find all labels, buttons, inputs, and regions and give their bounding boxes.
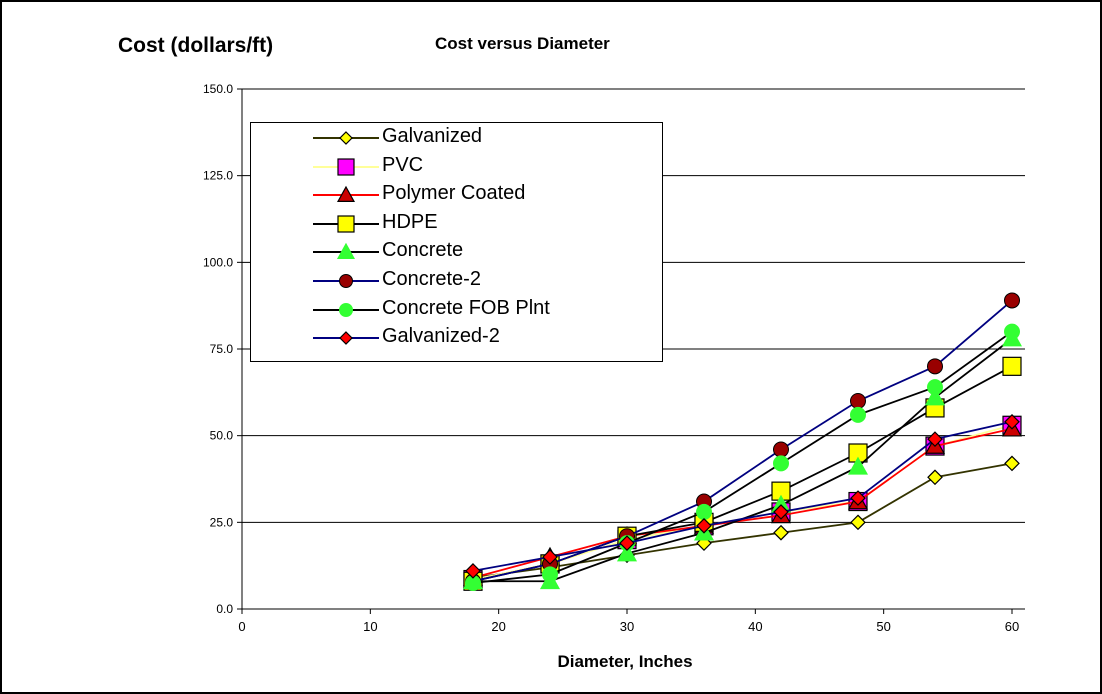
legend-symbol	[313, 157, 379, 176]
data-point	[773, 441, 789, 458]
legend-symbol	[313, 243, 379, 260]
x-tick-label: 0	[238, 619, 245, 634]
data-point	[1004, 292, 1020, 309]
data-point	[927, 469, 943, 486]
x-tick-label: 10	[363, 619, 377, 634]
legend-label: Concrete FOB Plnt	[382, 296, 550, 319]
legend-item: Concrete FOB Plnt	[251, 296, 662, 324]
series-line	[472, 462, 1013, 579]
series-layer	[462, 292, 1023, 591]
data-point	[924, 387, 946, 406]
legend-marker	[339, 274, 353, 288]
data-point	[927, 431, 943, 447]
series-line	[472, 299, 1013, 583]
data-point	[927, 379, 943, 396]
data-point	[773, 455, 789, 472]
legend-marker	[336, 243, 356, 260]
data-point	[773, 504, 789, 520]
y-tick-label: 0.0	[216, 602, 233, 616]
legend-item: Concrete-2	[251, 267, 662, 295]
data-point	[850, 393, 866, 409]
legend-item: Concrete	[251, 238, 662, 266]
x-axis-label: Diameter, Inches	[557, 652, 693, 671]
data-point	[1004, 413, 1020, 430]
legend-label: Concrete	[382, 239, 464, 262]
series-line	[473, 337, 1013, 583]
legend-marker	[336, 185, 356, 203]
y-tick-label: 50.0	[210, 429, 234, 443]
legend-symbol	[313, 274, 379, 288]
legend-label: HDPE	[382, 210, 438, 233]
legend-marker	[337, 157, 355, 176]
data-point	[847, 456, 869, 475]
legend-marker	[337, 215, 355, 233]
legend-item: Galvanized-2	[251, 324, 662, 352]
data-point	[696, 517, 712, 534]
legend-symbol	[313, 331, 379, 346]
data-point	[927, 358, 943, 375]
legend-item: PVC	[251, 153, 662, 181]
data-point	[850, 514, 866, 531]
y-tick-label: 75.0	[210, 342, 234, 356]
y-tick-label: 25.0	[210, 515, 234, 529]
y-tick-label: 150.0	[203, 82, 233, 96]
legend-item: Polymer Coated	[251, 181, 662, 209]
series-line	[472, 330, 1013, 584]
y-tick-label: 100.0	[203, 255, 233, 269]
x-tick-label: 20	[491, 619, 505, 634]
legend: Galvanized PVC Polymer Coated HDPE Concrete C…	[250, 122, 663, 362]
data-point	[542, 549, 558, 565]
x-tick-label: 60	[1005, 619, 1019, 634]
x-tick-label: 30	[620, 619, 634, 634]
chart-title: Cost versus Diameter	[435, 34, 610, 53]
data-point	[850, 490, 866, 506]
legend-item: HDPE	[251, 210, 662, 238]
legend-marker	[339, 331, 353, 346]
x-tick-label: 40	[748, 619, 762, 634]
y-axis-label: Cost (dollars/ft)	[118, 34, 274, 57]
data-point	[465, 563, 481, 579]
series-line	[472, 427, 1013, 579]
data-point	[1004, 323, 1020, 340]
data-point	[1002, 356, 1022, 376]
legend-item: Galvanized	[251, 124, 662, 152]
data-point	[616, 543, 638, 562]
tick-labels: 0.0 25.0 50.0 75.0 100.0 125.0 150.0 0 10 20 30 40 5…	[203, 82, 1019, 634]
data-point	[1004, 455, 1020, 472]
data-point	[619, 535, 635, 551]
data-point	[542, 566, 558, 583]
y-tick-label: 125.0	[203, 169, 233, 183]
legend-label: Galvanized-2	[382, 325, 500, 348]
legend-marker	[339, 302, 353, 317]
data-point	[850, 406, 866, 423]
axes	[237, 88, 1025, 614]
series-galvanized-2	[465, 413, 1020, 579]
legend-marker	[339, 131, 353, 145]
x-tick-label: 50	[876, 619, 890, 634]
data-point	[696, 503, 712, 520]
legend-label: PVC	[382, 153, 424, 176]
legend-symbol	[313, 302, 379, 317]
series-line	[472, 420, 1013, 572]
legend-symbol	[313, 185, 379, 203]
legend-label: Concrete-2	[382, 268, 481, 290]
data-point	[773, 524, 789, 541]
legend-label: Galvanized	[382, 125, 483, 147]
legend-symbol	[313, 131, 379, 145]
legend-label: Polymer Coated	[382, 182, 526, 205]
legend-symbol	[313, 215, 379, 233]
